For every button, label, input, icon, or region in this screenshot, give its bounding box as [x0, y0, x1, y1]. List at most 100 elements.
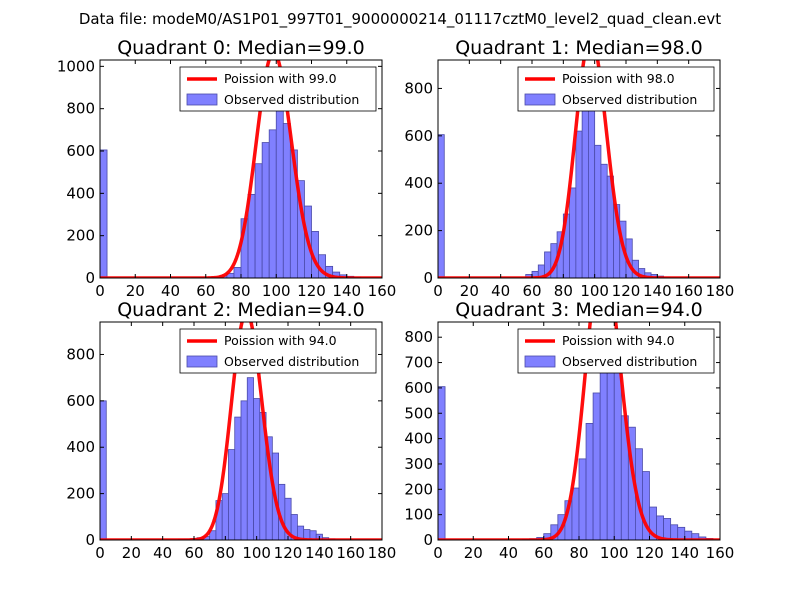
quadrant-3-xtick-label: 100	[600, 544, 629, 562]
quadrant-3-xtick-label: 80	[569, 544, 588, 562]
quadrant-1-ytick-label: 0	[423, 269, 433, 287]
quadrant-1-title: Quadrant 1: Median=98.0	[455, 37, 703, 59]
quadrant-3-bar	[578, 458, 587, 541]
quadrant-1-bar	[594, 144, 602, 279]
quadrant-3-xtick-label: 60	[534, 544, 553, 562]
quadrant-3-bar	[571, 487, 580, 541]
quadrant-1-bar	[569, 187, 577, 279]
quadrant-2-legend-line-label: Poission with 94.0	[224, 333, 337, 348]
quadrant-3-ytick-label: 200	[404, 480, 433, 498]
quadrant-3-legend-bar-label: Observed distribution	[562, 354, 697, 369]
quadrant-2-xtick-label: 180	[368, 544, 397, 562]
quadrant-2-axes-frame	[99, 321, 383, 541]
quadrant-1-ytick-label: 200	[404, 222, 433, 240]
quadrant-2-legend: Poission with 94.0 Observed distribution	[179, 328, 377, 374]
quadrant-2-bar	[246, 377, 254, 541]
quadrant-1-legend-bar-swatch	[524, 93, 556, 106]
quadrant-2-bar	[240, 400, 248, 541]
quadrant-3-bar	[437, 386, 446, 541]
quadrant-1-xtick-label: 60	[522, 282, 541, 300]
quadrant-0-xtick-label: 140	[332, 282, 361, 300]
quadrant-0-ytick-label: 200	[66, 227, 95, 245]
quadrant-3-title: Quadrant 3: Median=94.0	[455, 299, 703, 321]
quadrant-0-bar	[261, 142, 270, 279]
quadrant-1-panel: Quadrant 1: Median=98.0 0 20 40 60 80 100 120 14…	[404, 37, 734, 300]
quadrant-0-ytick-label: 1000	[57, 57, 95, 75]
quadrant-0-xtick-label: 100	[262, 282, 291, 300]
quadrant-0-xtick-label: 120	[297, 282, 326, 300]
quadrant-2-xtick-label: 60	[184, 544, 203, 562]
quadrant-1-xtick-label: 120	[612, 282, 641, 300]
quadrant-3-bar	[585, 422, 594, 541]
quadrant-0-poisson-line	[100, 60, 382, 278]
quadrant-0-bar	[99, 149, 108, 279]
quadrant-3-ytick-label: 0	[423, 531, 433, 549]
quadrant-0-ytick-label: 0	[85, 269, 95, 287]
quadrant-3-bar	[613, 369, 622, 541]
quadrant-0-xtick-label: 20	[126, 282, 145, 300]
quadrant-3-xtick-label: 140	[670, 544, 699, 562]
quadrant-0-ytick-label: 600	[66, 142, 95, 160]
quadrant-1-xtick-label: 180	[706, 282, 735, 300]
quadrant-1-legend: Poission with 98.0 Observed distribution	[517, 66, 715, 112]
quadrant-3-xtick-label: 160	[706, 544, 735, 562]
quadrant-0-xtick-label: 80	[231, 282, 250, 300]
quadrant-0-bar	[268, 129, 277, 279]
quadrant-1-xtick-label: 160	[674, 282, 703, 300]
quadrant-2-legend-bar-label: Observed distribution	[224, 354, 359, 369]
quadrant-3-legend-line-label: Poission with 94.0	[562, 333, 675, 348]
quadrant-2-panel: Quadrant 2: Median=94.0 0 20 40 60 80 100 120 14…	[66, 299, 396, 562]
quadrant-2-bar	[234, 416, 242, 541]
quadrant-3-bar	[670, 524, 679, 541]
quadrant-0-bar	[275, 106, 284, 279]
quadrant-0-ytick-label: 800	[66, 100, 95, 118]
quadrant-1-bar	[581, 97, 589, 279]
quadrant-2-xtick-label: 20	[122, 544, 141, 562]
quadrant-1-legend-bar-label: Observed distribution	[562, 92, 697, 107]
quadrant-1-bar	[600, 163, 608, 279]
quadrant-2-xtick-label: 160	[336, 544, 365, 562]
quadrant-1-bar	[437, 134, 445, 279]
quadrant-2-bar	[99, 400, 107, 541]
quadrant-3-xtick-label: 0	[433, 544, 443, 562]
quadrant-0-legend-bar-swatch	[186, 93, 218, 106]
quadrant-1-xtick-label: 0	[433, 282, 443, 300]
quadrant-3-ytick-label: 600	[404, 379, 433, 397]
quadrant-0-xtick-label: 160	[368, 282, 397, 300]
quadrant-2-ytick-label: 200	[66, 485, 95, 503]
quadrant-2-ytick-label: 600	[66, 392, 95, 410]
quadrant-0-ytick-label: 400	[66, 184, 95, 202]
quadrant-2-xtick-label: 80	[216, 544, 235, 562]
quadrant-2-bars	[99, 377, 336, 541]
quadrant-2-poisson-line	[100, 322, 382, 540]
quadrant-3-xtick-label: 20	[464, 544, 483, 562]
quadrant-3-legend: Poission with 94.0 Observed distribution	[517, 328, 715, 374]
quadrant-2-ytick-label: 400	[66, 438, 95, 456]
quadrant-2-xtick-label: 140	[305, 544, 334, 562]
quadrant-2-xtick-label: 120	[274, 544, 303, 562]
quadrant-1-xtick-label: 80	[554, 282, 573, 300]
quadrant-1-xtick-label: 20	[460, 282, 479, 300]
quadrant-3-xtick-label: 120	[635, 544, 664, 562]
quadrant-0-panel: Quadrant 0: Median=99.0 0 20 40 60 80 100 120 14…	[57, 37, 397, 300]
quadrant-3-bar	[663, 518, 672, 541]
quadrant-2-xtick-label: 0	[95, 544, 105, 562]
quadrant-1-xtick-label: 140	[643, 282, 672, 300]
quadrant-0-xtick-label: 40	[161, 282, 180, 300]
quadrant-2-bar	[221, 493, 229, 541]
quadrant-0-bar	[282, 123, 291, 279]
quadrant-0-xtick-label: 60	[196, 282, 215, 300]
quadrant-0-bar	[233, 267, 242, 279]
quadrant-2-xtick-label: 100	[242, 544, 271, 562]
quadrant-1-bar	[575, 130, 583, 279]
quadrant-3-ytick-label: 700	[404, 354, 433, 372]
quadrant-1-axes-frame	[437, 59, 721, 279]
quadrant-2-legend-bar-swatch	[186, 355, 218, 368]
quadrant-0-title: Quadrant 0: Median=99.0	[117, 37, 365, 59]
quadrant-0-legend-bar-label: Observed distribution	[224, 92, 359, 107]
quadrant-3-panel: Quadrant 3: Median=94.0 0 20 40 60 80 100 120 14…	[404, 299, 735, 562]
quadrant-3-ytick-label: 500	[404, 404, 433, 422]
quadrant-1-ytick-label: 800	[404, 79, 433, 97]
quadrant-1-xtick-label: 40	[491, 282, 510, 300]
quadrant-1-xtick-label: 100	[580, 282, 609, 300]
